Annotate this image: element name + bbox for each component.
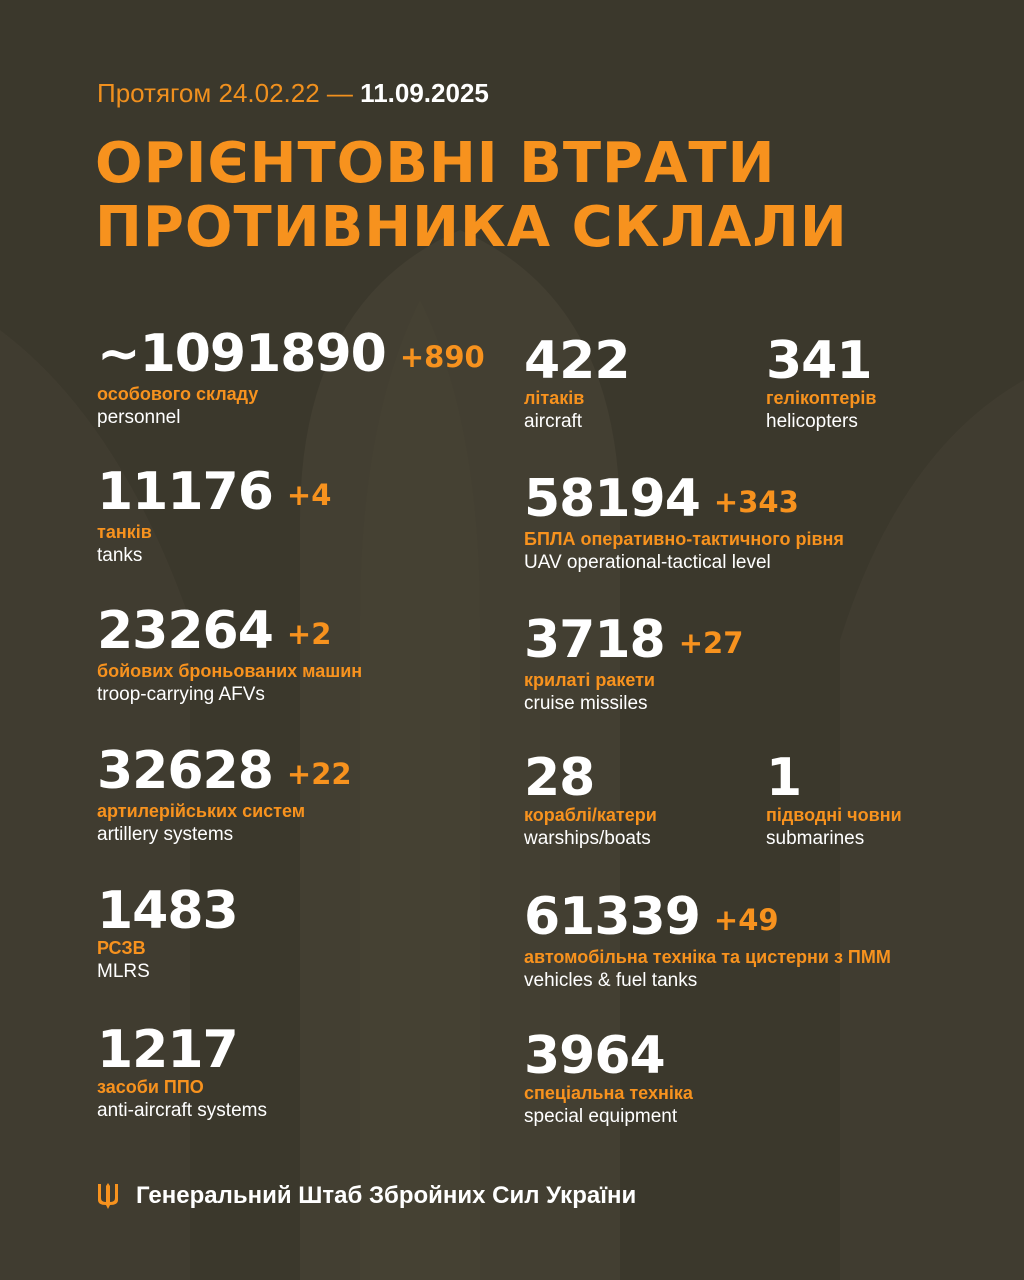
label-ua: танків xyxy=(97,522,152,542)
stat-warships: 28 кораблі/катери warships/boats xyxy=(524,752,657,850)
value: 32628 xyxy=(97,741,274,801)
stat-cruise-missiles: 3718 +27 крилаті ракети cruise missiles xyxy=(524,614,743,715)
title-line-2: ПРОТИВНИКА СКЛАЛИ xyxy=(95,195,848,260)
stat-value: 58194 +343 xyxy=(524,473,844,528)
label-ua: БПЛА оперативно-тактичного рівня xyxy=(524,529,844,549)
stat-value: 23264 +2 xyxy=(97,605,362,660)
daily-increase: +343 xyxy=(713,485,799,519)
label-en: MLRS xyxy=(97,961,150,982)
stat-value: 422 xyxy=(524,335,631,387)
value: 11176 xyxy=(97,462,274,522)
daily-increase: +22 xyxy=(286,757,352,791)
stat-value: 11176 +4 xyxy=(97,466,331,521)
stat-tanks: 11176 +4 танків tanks xyxy=(97,466,331,567)
title-line-1: ОРІЄНТОВНІ ВТРАТИ xyxy=(95,131,776,196)
value: 422 xyxy=(524,331,631,391)
stat-value: ~1091890 +890 xyxy=(97,328,485,383)
value: 1 xyxy=(766,748,802,808)
label-ua: автомобільна техніка та цистерни з ПММ xyxy=(524,947,891,967)
stat-anti-aircraft: 1217 засоби ППО anti-aircraft systems xyxy=(97,1024,267,1122)
label-ua: особового складу xyxy=(97,384,259,404)
stat-aircraft: 422 літаків aircraft xyxy=(524,335,631,433)
label-ua: гелікоптерів xyxy=(766,388,877,408)
label-en: submarines xyxy=(766,828,865,849)
value: 3964 xyxy=(524,1026,666,1086)
period-start: Протягом 24.02.22 — xyxy=(97,78,353,108)
label-ua: підводні човни xyxy=(766,805,902,825)
footer: Генеральний Штаб Збройних Сил України xyxy=(96,1182,636,1210)
value: 61339 xyxy=(524,887,701,947)
stat-mlrs: 1483 РСЗВ MLRS xyxy=(97,885,239,983)
stat-uav: 58194 +343 БПЛА оперативно-тактичного рів… xyxy=(524,473,844,574)
stat-value: 61339 +49 xyxy=(524,891,891,946)
stat-artillery: 32628 +22 артилерійських систем artillery… xyxy=(97,745,352,846)
daily-increase: +890 xyxy=(399,340,485,374)
value: 1217 xyxy=(97,1020,239,1080)
stat-vehicles: 61339 +49 автомобільна техніка та цистерн… xyxy=(524,891,891,992)
stat-value: 3718 +27 xyxy=(524,614,743,669)
label-en: aircraft xyxy=(524,411,583,432)
label-ua: літаків xyxy=(524,388,585,408)
label-en: personnel xyxy=(97,407,181,428)
label-en: UAV operational-tactical level xyxy=(524,552,771,573)
stat-value: 1217 xyxy=(97,1024,267,1076)
stat-afv: 23264 +2 бойових броньованих машин troop-… xyxy=(97,605,362,706)
label-en: cruise missiles xyxy=(524,693,648,714)
footer-text: Генеральний Штаб Збройних Сил України xyxy=(136,1182,637,1209)
label-ua: артилерійських систем xyxy=(97,801,306,821)
stat-submarines: 1 підводні човни submarines xyxy=(766,752,902,850)
stat-value: 32628 +22 xyxy=(97,745,352,800)
label-en: warships/boats xyxy=(524,828,651,849)
label-ua: засоби ППО xyxy=(97,1077,204,1097)
daily-increase: +4 xyxy=(286,478,332,512)
period: Протягом 24.02.22 — 11.09.2025 xyxy=(97,78,489,109)
page-title: ОРІЄНТОВНІ ВТРАТИ ПРОТИВНИКА СКЛАЛИ xyxy=(95,132,848,260)
stat-value: 341 xyxy=(766,335,876,387)
label-ua: кораблі/катери xyxy=(524,805,657,825)
label-en: troop-carrying AFVs xyxy=(97,684,265,705)
value: 1483 xyxy=(97,881,239,941)
stat-helicopters: 341 гелікоптерів helicopters xyxy=(766,335,876,433)
label-ua: бойових броньованих машин xyxy=(97,661,363,681)
value: 3718 xyxy=(524,610,666,670)
label-en: anti-aircraft systems xyxy=(97,1100,267,1121)
label-ua: спеціальна техніка xyxy=(524,1083,693,1103)
stat-value: 3964 xyxy=(524,1030,693,1082)
label-ua: крилаті ракети xyxy=(524,670,656,690)
value: 28 xyxy=(524,748,595,808)
stat-special-equipment: 3964 спеціальна техніка special equipmen… xyxy=(524,1030,693,1128)
label-en: vehicles & fuel tanks xyxy=(524,970,698,991)
trident-icon xyxy=(98,1183,118,1209)
value: ~1091890 xyxy=(97,324,387,384)
label-en: artillery systems xyxy=(97,824,234,845)
daily-increase: +27 xyxy=(678,626,744,660)
stat-personnel: ~1091890 +890 особового складу personnel xyxy=(97,328,485,429)
stat-value: 1483 xyxy=(97,885,239,937)
value: 58194 xyxy=(524,469,701,529)
label-en: helicopters xyxy=(766,411,858,432)
stat-value: 1 xyxy=(766,752,902,804)
value: 341 xyxy=(766,331,873,391)
label-en: tanks xyxy=(97,545,143,566)
daily-increase: +49 xyxy=(713,903,779,937)
daily-increase: +2 xyxy=(286,617,332,651)
label-en: special equipment xyxy=(524,1106,678,1127)
stat-value: 28 xyxy=(524,752,657,804)
label-ua: РСЗВ xyxy=(97,938,146,958)
period-end: 11.09.2025 xyxy=(360,78,489,108)
value: 23264 xyxy=(97,601,274,661)
